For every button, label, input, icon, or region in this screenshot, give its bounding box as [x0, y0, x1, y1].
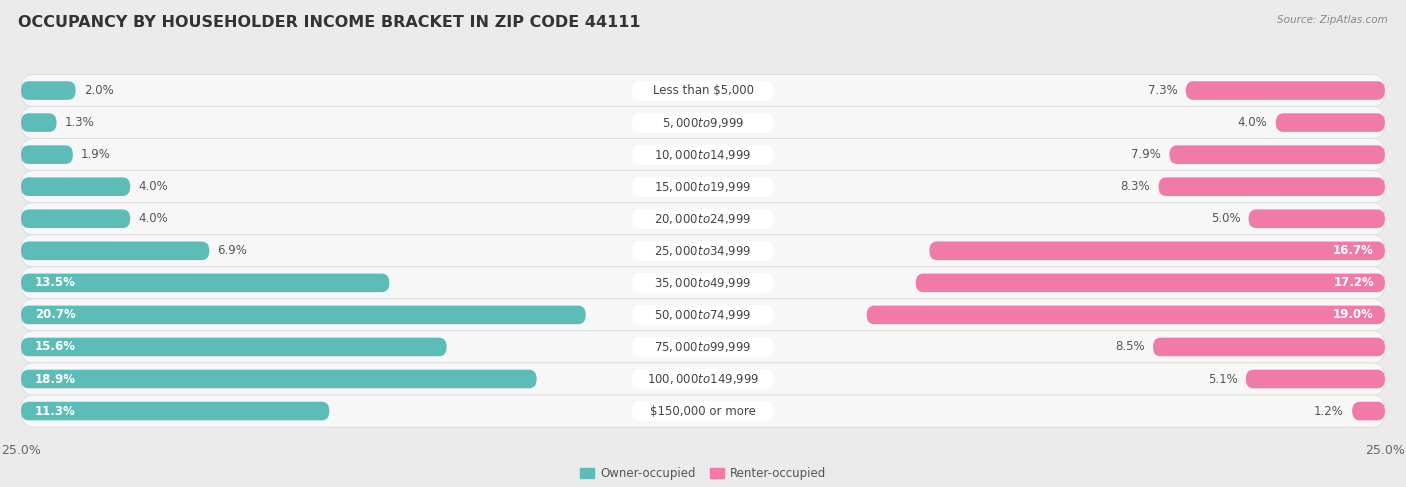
- FancyBboxPatch shape: [1170, 145, 1385, 164]
- Text: 15.6%: 15.6%: [35, 340, 76, 354]
- Text: 16.7%: 16.7%: [1333, 244, 1374, 257]
- FancyBboxPatch shape: [866, 306, 1385, 324]
- FancyBboxPatch shape: [633, 241, 773, 261]
- FancyBboxPatch shape: [21, 306, 586, 324]
- Text: $15,000 to $19,999: $15,000 to $19,999: [654, 180, 752, 194]
- FancyBboxPatch shape: [633, 112, 773, 132]
- FancyBboxPatch shape: [21, 209, 131, 228]
- Legend: Owner-occupied, Renter-occupied: Owner-occupied, Renter-occupied: [575, 463, 831, 485]
- FancyBboxPatch shape: [1185, 81, 1385, 100]
- FancyBboxPatch shape: [633, 145, 773, 165]
- FancyBboxPatch shape: [21, 107, 1385, 139]
- Text: 4.0%: 4.0%: [138, 180, 169, 193]
- Text: 8.3%: 8.3%: [1121, 180, 1150, 193]
- FancyBboxPatch shape: [633, 177, 773, 197]
- Text: 7.9%: 7.9%: [1132, 148, 1161, 161]
- Text: 17.2%: 17.2%: [1333, 276, 1374, 289]
- Text: 18.9%: 18.9%: [35, 373, 76, 386]
- FancyBboxPatch shape: [1353, 402, 1385, 420]
- FancyBboxPatch shape: [21, 235, 1385, 267]
- Text: OCCUPANCY BY HOUSEHOLDER INCOME BRACKET IN ZIP CODE 44111: OCCUPANCY BY HOUSEHOLDER INCOME BRACKET …: [18, 15, 641, 30]
- Text: $150,000 or more: $150,000 or more: [650, 405, 756, 417]
- Text: $100,000 to $149,999: $100,000 to $149,999: [647, 372, 759, 386]
- FancyBboxPatch shape: [633, 369, 773, 389]
- FancyBboxPatch shape: [21, 139, 1385, 170]
- Text: 1.2%: 1.2%: [1315, 405, 1344, 417]
- Text: $10,000 to $14,999: $10,000 to $14,999: [654, 148, 752, 162]
- Text: 1.9%: 1.9%: [82, 148, 111, 161]
- Text: $5,000 to $9,999: $5,000 to $9,999: [662, 115, 744, 130]
- FancyBboxPatch shape: [633, 305, 773, 325]
- Text: Less than $5,000: Less than $5,000: [652, 84, 754, 97]
- Text: $35,000 to $49,999: $35,000 to $49,999: [654, 276, 752, 290]
- Text: 4.0%: 4.0%: [138, 212, 169, 225]
- FancyBboxPatch shape: [21, 299, 1385, 331]
- FancyBboxPatch shape: [929, 242, 1385, 260]
- FancyBboxPatch shape: [1159, 177, 1385, 196]
- Text: 1.3%: 1.3%: [65, 116, 94, 129]
- FancyBboxPatch shape: [1246, 370, 1385, 388]
- Text: 4.0%: 4.0%: [1237, 116, 1268, 129]
- FancyBboxPatch shape: [633, 337, 773, 357]
- Text: 2.0%: 2.0%: [84, 84, 114, 97]
- FancyBboxPatch shape: [1249, 209, 1385, 228]
- FancyBboxPatch shape: [21, 363, 1385, 395]
- FancyBboxPatch shape: [633, 401, 773, 421]
- FancyBboxPatch shape: [21, 81, 76, 100]
- FancyBboxPatch shape: [21, 113, 56, 132]
- FancyBboxPatch shape: [21, 203, 1385, 235]
- FancyBboxPatch shape: [21, 370, 537, 388]
- FancyBboxPatch shape: [21, 177, 131, 196]
- FancyBboxPatch shape: [1275, 113, 1385, 132]
- FancyBboxPatch shape: [21, 75, 1385, 107]
- FancyBboxPatch shape: [633, 81, 773, 100]
- FancyBboxPatch shape: [21, 331, 1385, 363]
- Text: 8.5%: 8.5%: [1115, 340, 1144, 354]
- FancyBboxPatch shape: [21, 145, 73, 164]
- FancyBboxPatch shape: [21, 242, 209, 260]
- FancyBboxPatch shape: [915, 274, 1385, 292]
- Text: 13.5%: 13.5%: [35, 276, 76, 289]
- FancyBboxPatch shape: [633, 209, 773, 229]
- FancyBboxPatch shape: [1153, 337, 1385, 356]
- Text: 20.7%: 20.7%: [35, 308, 76, 321]
- Text: $75,000 to $99,999: $75,000 to $99,999: [654, 340, 752, 354]
- FancyBboxPatch shape: [21, 337, 447, 356]
- Text: Source: ZipAtlas.com: Source: ZipAtlas.com: [1277, 15, 1388, 25]
- FancyBboxPatch shape: [21, 402, 329, 420]
- Text: 11.3%: 11.3%: [35, 405, 76, 417]
- Text: 5.1%: 5.1%: [1208, 373, 1237, 386]
- Text: $20,000 to $24,999: $20,000 to $24,999: [654, 212, 752, 226]
- Text: $25,000 to $34,999: $25,000 to $34,999: [654, 244, 752, 258]
- FancyBboxPatch shape: [21, 395, 1385, 427]
- Text: $50,000 to $74,999: $50,000 to $74,999: [654, 308, 752, 322]
- Text: 7.3%: 7.3%: [1147, 84, 1178, 97]
- FancyBboxPatch shape: [21, 267, 1385, 299]
- FancyBboxPatch shape: [21, 274, 389, 292]
- Text: 5.0%: 5.0%: [1211, 212, 1240, 225]
- Text: 6.9%: 6.9%: [218, 244, 247, 257]
- Text: 19.0%: 19.0%: [1333, 308, 1374, 321]
- FancyBboxPatch shape: [633, 273, 773, 293]
- FancyBboxPatch shape: [21, 170, 1385, 203]
